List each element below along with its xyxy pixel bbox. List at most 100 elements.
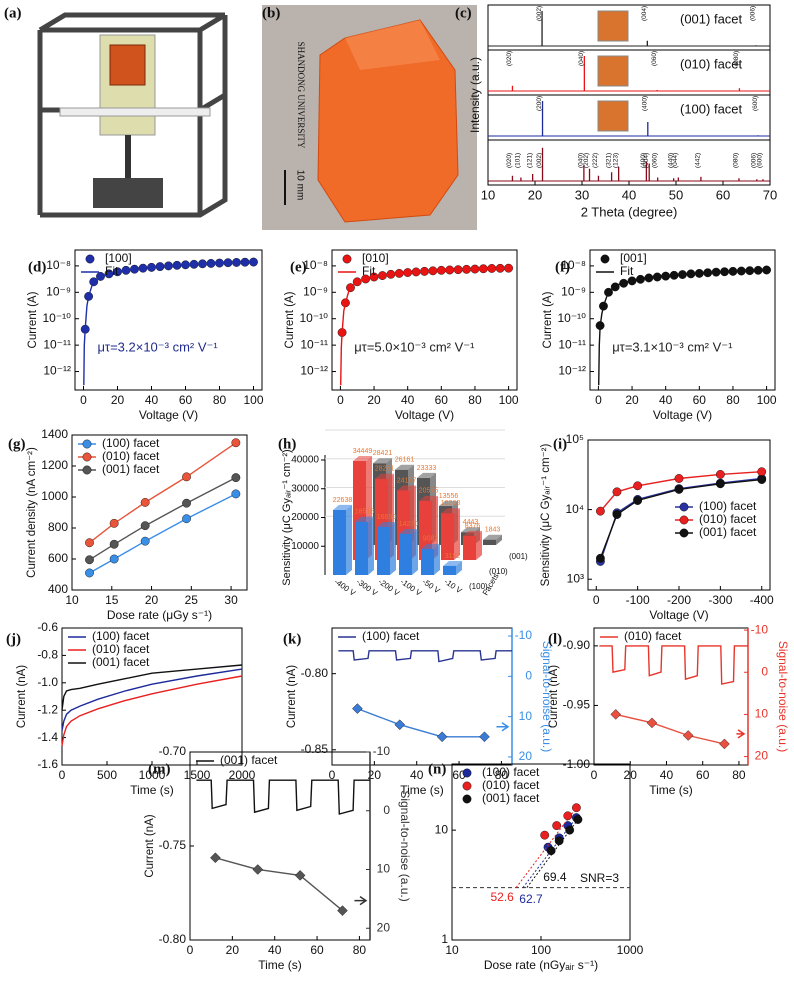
- peak-label: (040): [578, 153, 585, 168]
- x-tick-label: 80: [468, 393, 482, 407]
- legend-swatch: [462, 794, 472, 804]
- x-tick-label: 60: [179, 393, 193, 407]
- x-axis-label: Time (s): [258, 958, 302, 972]
- legend-label: [001]: [620, 251, 647, 265]
- peak-label: (321): [605, 153, 612, 168]
- bar-top: [353, 455, 372, 461]
- legend-swatch: [82, 465, 92, 475]
- x-tick-label: 40: [660, 768, 674, 782]
- data-line: [598, 269, 767, 386]
- y-tick-label: -0.95: [563, 698, 591, 712]
- data-point: [182, 514, 191, 524]
- legend-swatch: [679, 528, 689, 538]
- y-tick-label: 800: [48, 520, 68, 534]
- x-tick-label: 40: [622, 187, 636, 202]
- lod-label: 69.4: [543, 870, 567, 884]
- peak-label: (400): [642, 96, 649, 111]
- x-tick-label: 60: [693, 393, 707, 407]
- x-axis-label: Time (s): [130, 783, 174, 797]
- bar-top: [463, 530, 482, 536]
- data-point: [140, 536, 150, 546]
- bar: [441, 513, 454, 560]
- y-tick-label: 10⁻⁹: [303, 284, 328, 298]
- peak-label: (006): [751, 153, 758, 168]
- legend-label: (010) facet: [102, 449, 160, 463]
- y-tick-label: 10⁻¹⁰: [300, 311, 329, 325]
- inset-image: [597, 55, 629, 87]
- plot-frame: [451, 763, 631, 941]
- x-tick-label: 10: [65, 593, 79, 607]
- x-tick-label: -100 V: [399, 577, 424, 598]
- y-tick-label: 1000: [41, 489, 68, 503]
- data-point: [719, 738, 730, 750]
- data-point: [715, 470, 725, 479]
- peak-label: (080): [733, 51, 740, 66]
- peak-label: (004): [641, 6, 648, 21]
- peak-label: (222): [592, 153, 599, 168]
- data-line: [83, 261, 254, 386]
- bar-side: [346, 504, 352, 575]
- value-label: 24177: [397, 477, 417, 484]
- data-point: [596, 553, 605, 563]
- y2-tick-label: 20: [377, 920, 391, 934]
- x-tick-label: 70: [763, 187, 777, 202]
- bar-top: [377, 522, 396, 528]
- legend-label: (001) facet: [699, 525, 757, 539]
- data-line: [599, 645, 748, 685]
- facet-label: (100): [469, 582, 488, 591]
- x-tick-label: 30: [575, 187, 589, 202]
- peak-label: (202): [583, 153, 590, 168]
- x-tick-label: 2000: [229, 768, 256, 782]
- bar-top: [373, 458, 392, 464]
- data-point: [109, 554, 119, 564]
- panel-label: (b): [262, 5, 280, 21]
- bar-side: [434, 543, 440, 575]
- y-tick-label: 400: [48, 582, 68, 596]
- data-point: [252, 864, 264, 875]
- y2-tick-label: -10: [515, 628, 533, 642]
- y-tick-label: -0.80: [159, 932, 187, 946]
- x-tick-label: 0: [593, 593, 600, 607]
- y-tick-label: 10: [435, 822, 449, 836]
- data-point: [479, 731, 490, 743]
- data-point: [573, 815, 583, 824]
- bar: [333, 509, 346, 575]
- panel-label: (k): [283, 631, 301, 647]
- y2-tick-label: 10: [377, 862, 391, 876]
- value-label: 4443: [463, 519, 479, 526]
- data-line: [61, 664, 243, 711]
- panel-label: (j): [6, 631, 21, 647]
- y2-tick-label: 10: [519, 709, 533, 723]
- data-line: [338, 650, 512, 663]
- y-tick-label: 10⁻¹⁰: [43, 311, 72, 325]
- y-tick-label: 1: [441, 932, 448, 946]
- panel-label: (a): [4, 5, 22, 21]
- x-tick-label: 20: [368, 768, 382, 782]
- y2-tick-label: 10: [755, 707, 769, 721]
- y-tick-label: 10³: [567, 571, 584, 585]
- crystal-face: [345, 20, 440, 70]
- x-tick-label: 60: [435, 393, 449, 407]
- y-axis-label: Sensitivity (μC Gyₐᵢᵣ⁻¹ cm⁻²): [540, 444, 552, 587]
- detector: [93, 178, 163, 208]
- peak-label: (121): [526, 153, 533, 168]
- panel-label: (h): [278, 436, 296, 452]
- x-tick-label: 40: [410, 768, 424, 782]
- bar: [463, 535, 476, 560]
- legend-label: Fit: [620, 264, 634, 278]
- data-point: [140, 498, 150, 507]
- x-axis-label: Dose rate (nGyₐᵢᵣ s⁻¹): [484, 958, 598, 972]
- data-point: [610, 709, 622, 720]
- y-tick-label: 1200: [41, 458, 68, 472]
- bar-top: [419, 495, 438, 501]
- data-point: [109, 539, 119, 549]
- peak-label: (060): [651, 51, 658, 66]
- value-label: 8376: [465, 523, 481, 530]
- x-tick-label: 50: [669, 187, 683, 202]
- x-tick-label: 80: [353, 943, 367, 957]
- peak-label: (040): [578, 51, 585, 66]
- legend-label: (001) facet: [482, 791, 540, 805]
- panel-label: (m): [148, 761, 171, 777]
- y-tick-label: 10000: [291, 541, 319, 552]
